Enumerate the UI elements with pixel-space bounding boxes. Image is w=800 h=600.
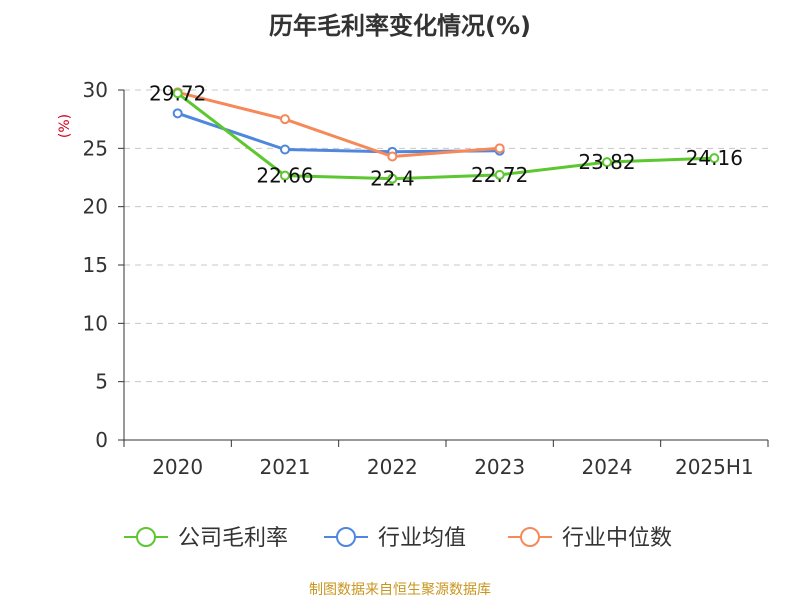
legend-label: 行业均值 <box>378 526 466 551</box>
x-tick-label: 2024 <box>582 455 633 479</box>
data-label: 22.72 <box>471 163 528 187</box>
data-point <box>602 157 612 168</box>
x-tick-label: 2025H1 <box>675 455 754 479</box>
data-labels: 29.72 22.66 22.4 22.72 23.82 24.16 <box>149 81 743 190</box>
x-tick-label: 2023 <box>474 455 525 479</box>
legend-label: 行业中位数 <box>562 526 672 551</box>
y-tick-label: 10 <box>83 311 108 335</box>
x-tick-label: 2022 <box>367 455 418 479</box>
data-label: 24.16 <box>686 146 743 170</box>
data-point <box>280 170 290 181</box>
series-line-0 <box>176 92 715 181</box>
data-label: 22.4 <box>370 167 415 191</box>
y-tick-label: 25 <box>83 136 108 160</box>
source-note: 制图数据来自恒生聚源数据库 <box>309 582 491 598</box>
data-label: 29.72 <box>149 81 206 105</box>
data-point <box>494 169 505 180</box>
y-tick-label: 30 <box>83 78 108 102</box>
legend-swatch-marker <box>520 527 540 547</box>
series-line-1 <box>177 111 500 154</box>
data-point <box>494 143 505 154</box>
data-point <box>172 108 183 119</box>
legend: 公司毛利率 行业均值 行业中位数 <box>124 526 672 551</box>
x-tick-label: 2021 <box>260 455 311 479</box>
y-tick-label: 15 <box>83 253 108 277</box>
legend-swatch-marker <box>136 527 156 547</box>
grid-lines <box>124 89 768 383</box>
axes <box>118 89 769 447</box>
y-tick-labels: 0 5 10 15 20 25 30 <box>83 78 108 452</box>
y-tick-label: 0 <box>95 428 108 452</box>
x-tick-labels: 2020 2021 2022 2023 2024 2025H1 <box>152 455 753 479</box>
legend-label: 公司毛利率 <box>178 526 288 551</box>
x-tick-label: 2020 <box>152 455 203 479</box>
y-tick-label: 5 <box>95 370 108 394</box>
y-axis-label: (%) <box>57 114 73 138</box>
data-point <box>387 173 398 184</box>
data-label: 22.66 <box>256 164 313 188</box>
data-point <box>280 114 290 125</box>
series-lines <box>172 87 720 184</box>
data-point <box>172 88 183 99</box>
data-point <box>709 153 720 164</box>
y-tick-label: 20 <box>83 195 108 219</box>
data-label: 23.82 <box>578 150 635 174</box>
chart-title: 历年毛利率变化情况(%) <box>269 12 531 40</box>
legend-swatch-marker <box>336 527 356 547</box>
data-point <box>387 151 398 162</box>
series-line-2 <box>177 90 500 158</box>
data-point <box>280 144 290 155</box>
